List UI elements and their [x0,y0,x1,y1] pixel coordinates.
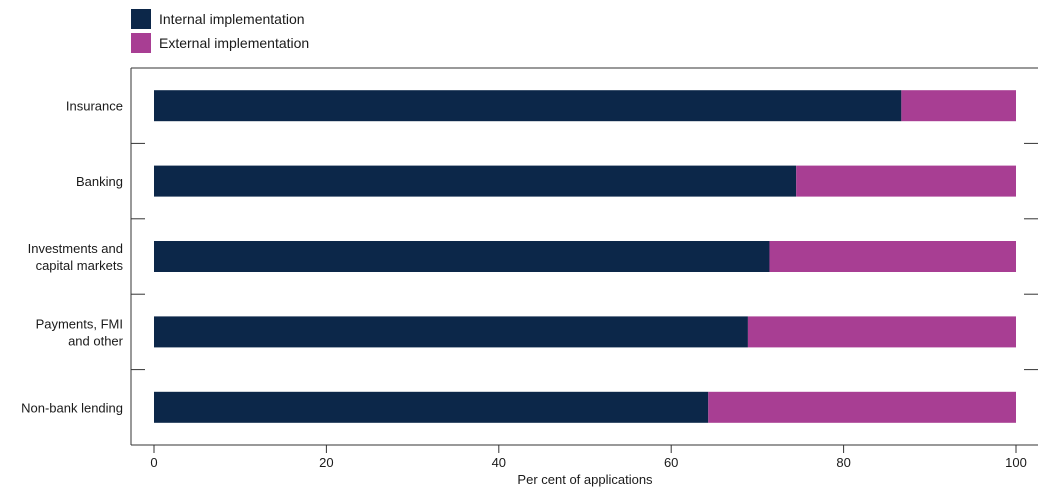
bar-internal-1 [154,165,797,197]
bars [154,90,1016,423]
x-tick-label: 40 [492,455,506,470]
bar-external-4 [708,391,1016,423]
category-label: Banking [76,174,123,189]
category-label: Investments and capital markets [28,241,124,273]
bar-external-1 [796,165,1016,197]
legend-item-internal: Internal implementation [131,9,305,29]
bar-internal-2 [154,241,770,272]
category-label: Payments, FMI and other [36,316,124,348]
bar-internal-3 [154,316,748,348]
bar-external-3 [747,316,1016,348]
category-labels: Insurance Banking Investments and capital m… [21,99,124,416]
legend-item-external: External implementation [131,33,309,53]
x-tick-label: 80 [836,455,850,470]
legend-label-internal: Internal implementation [159,11,305,27]
category-label: Non-bank lending [21,400,123,415]
bar-external-2 [769,241,1016,272]
legend-swatch-external [131,33,151,53]
x-axis: 0 20 40 60 80 100 [150,445,1027,470]
x-tick-label: 100 [1005,455,1027,470]
bar-internal-4 [154,391,709,423]
x-axis-label: Per cent of applications [517,472,653,487]
x-tick-label: 60 [664,455,678,470]
plot-frame [130,67,1038,446]
x-tick-label: 0 [150,455,157,470]
bar-external-0 [901,90,1016,122]
x-tick-label: 20 [319,455,333,470]
category-label: Insurance [66,99,123,114]
legend-label-external: External implementation [159,35,310,51]
bar-internal-0 [154,90,902,122]
legend-swatch-internal [131,9,151,29]
